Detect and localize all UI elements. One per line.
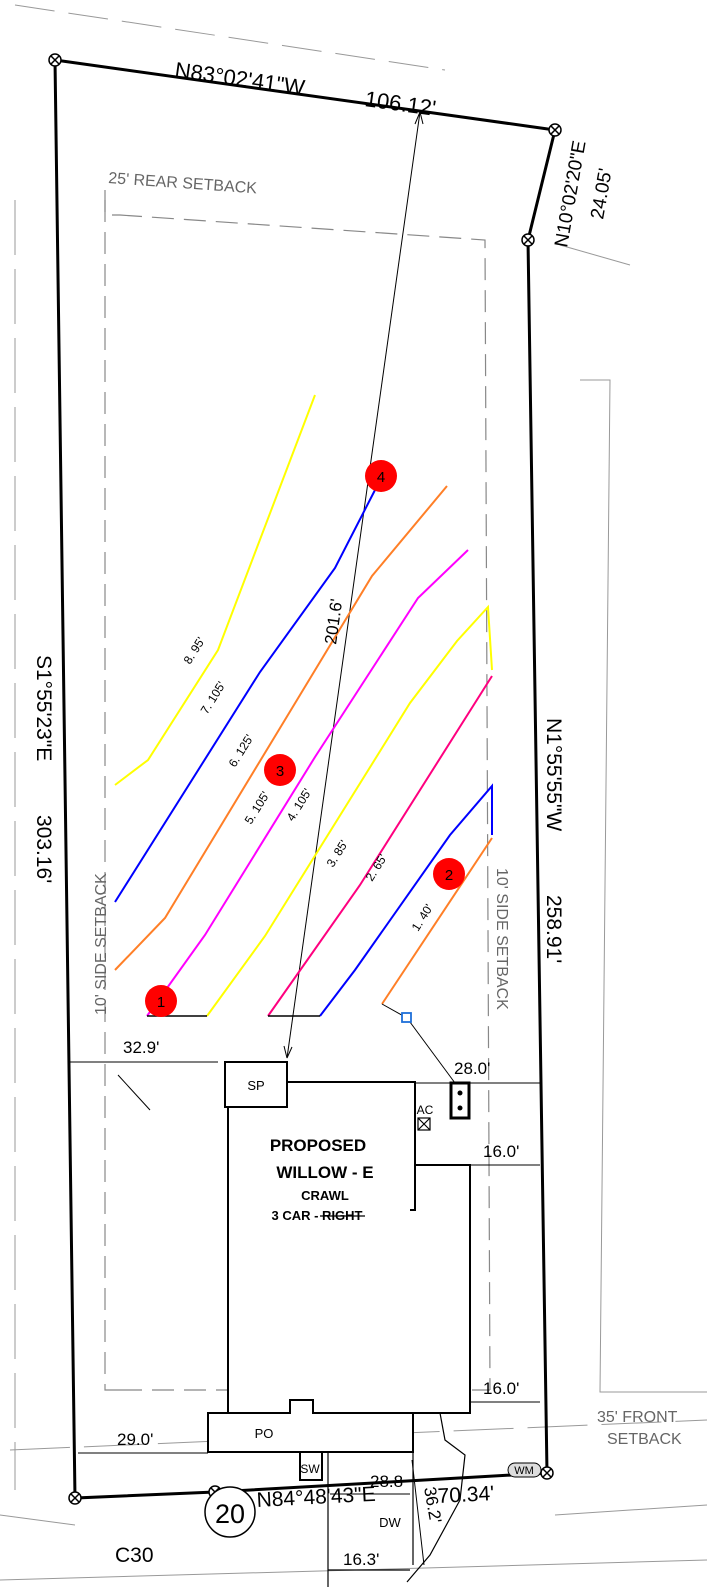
east-distance: 258.91' [542,895,565,963]
lot-number: 20 [204,1486,256,1538]
pin-ne [548,123,562,137]
svg-text:3: 3 [276,763,284,780]
contour-blue-upper [114,489,376,903]
contour-label-6: 6. 125' [226,732,257,770]
contour-lines [114,394,493,1017]
house-footprint [207,1061,471,1481]
red-markers: 1 2 3 4 [145,460,465,1017]
svg-text:4: 4 [377,469,385,486]
pin-sw [68,1491,82,1505]
front-setback-label-2: SETBACK [607,1431,682,1448]
pin-e [521,233,535,247]
contour-blue-lower [319,783,493,1017]
contour-label-5: 5. 105' [242,789,273,827]
curve-label: C30 [115,1544,154,1567]
dim-right-lower: 16.0' [483,1379,519,1398]
rear-setback-label: 25' REAR SETBACK [108,170,258,197]
dim-left-bottom: 29.0' [117,1430,153,1449]
contour-label-3: 3. 85' [324,838,351,870]
sp-label: SP [247,1078,264,1093]
svg-text:2: 2 [445,867,453,884]
marker-4: 4 [365,460,397,492]
dim-right-top: 28.0' [454,1059,490,1078]
sp-box [224,1061,288,1108]
po-box [207,1399,414,1453]
marker-1: 1 [145,985,177,1017]
contour-crimson [267,675,493,1017]
north-bearing: N83°02'41"W [173,57,306,100]
house-title-1: PROPOSED [270,1136,366,1155]
west-distance: 303.16' [32,815,55,883]
utility-box [381,1003,471,1120]
ac-unit: AC [417,1103,434,1131]
south-distance: 70.34' [437,1482,495,1508]
dim-bottom: 16.3' [343,1550,379,1569]
ac-label: AC [417,1103,434,1117]
contour-label-4: 4. 105' [284,786,315,824]
contour-magenta [146,549,469,1017]
house-title-4: 3 CAR - RIGHT [272,1208,363,1223]
side-setback-right-label: 10' SIDE SETBACK [493,868,510,1010]
svg-text:1: 1 [157,994,165,1011]
contour-yellow-lower [206,604,493,1017]
driveway-label: DW [379,1515,401,1530]
west-bearing: S1°55'23"E [32,655,55,761]
contour-label-2: 2. 65' [363,852,390,884]
wm-label: WM [514,1465,534,1477]
house-title-3: CRAWL [301,1188,349,1203]
marker-2: 2 [433,858,465,890]
dimension-lines [70,1061,540,1566]
east-bearing: N1°55'55"W [542,718,565,831]
front-setback-label-1: 35' FRONT [597,1409,678,1426]
contour-orange-upper [114,485,448,971]
pin-se [540,1466,554,1480]
side-setback-left-label: 10' SIDE SETBACK [93,873,110,1015]
diagonal-measure [283,111,424,1059]
po-label: PO [255,1426,274,1441]
dim-drive-width: 28.8 [370,1472,403,1491]
marker-3: 3 [264,754,296,786]
contour-label-8: 8. 95' [181,635,208,667]
contour-label-7: 7. 105' [198,679,229,717]
south-bearing: N84°48'43"E [256,1483,376,1512]
dim-left-top: 32.9' [123,1038,159,1057]
dimension-labels: 32.9' 29.0' 28.0' 16.0' 16.0' 28.8 36.2'… [117,1038,519,1569]
svg-text:20: 20 [215,1499,245,1529]
house-title-2: WILLOW - E [276,1163,373,1182]
house-labels: PROPOSED WILLOW - E CRAWL 3 CAR - RIGHT … [247,1078,373,1476]
north-distance: 106.12' [363,86,437,121]
sw-label: SW [300,1462,320,1476]
diagonal-length-label: 201.6' [321,598,346,646]
contour-orange-lower [381,837,493,1005]
boundary-pins [48,53,562,1505]
dim-right-mid: 16.0' [483,1142,519,1161]
walk-lines [327,1452,410,1587]
pin-nw [48,53,62,67]
water-meter: WM [507,1462,542,1478]
contour-yellow-upper [114,394,316,786]
ne-distance: 24.05' [587,167,617,221]
ne-bearing: N10°02'20"E [551,139,590,249]
